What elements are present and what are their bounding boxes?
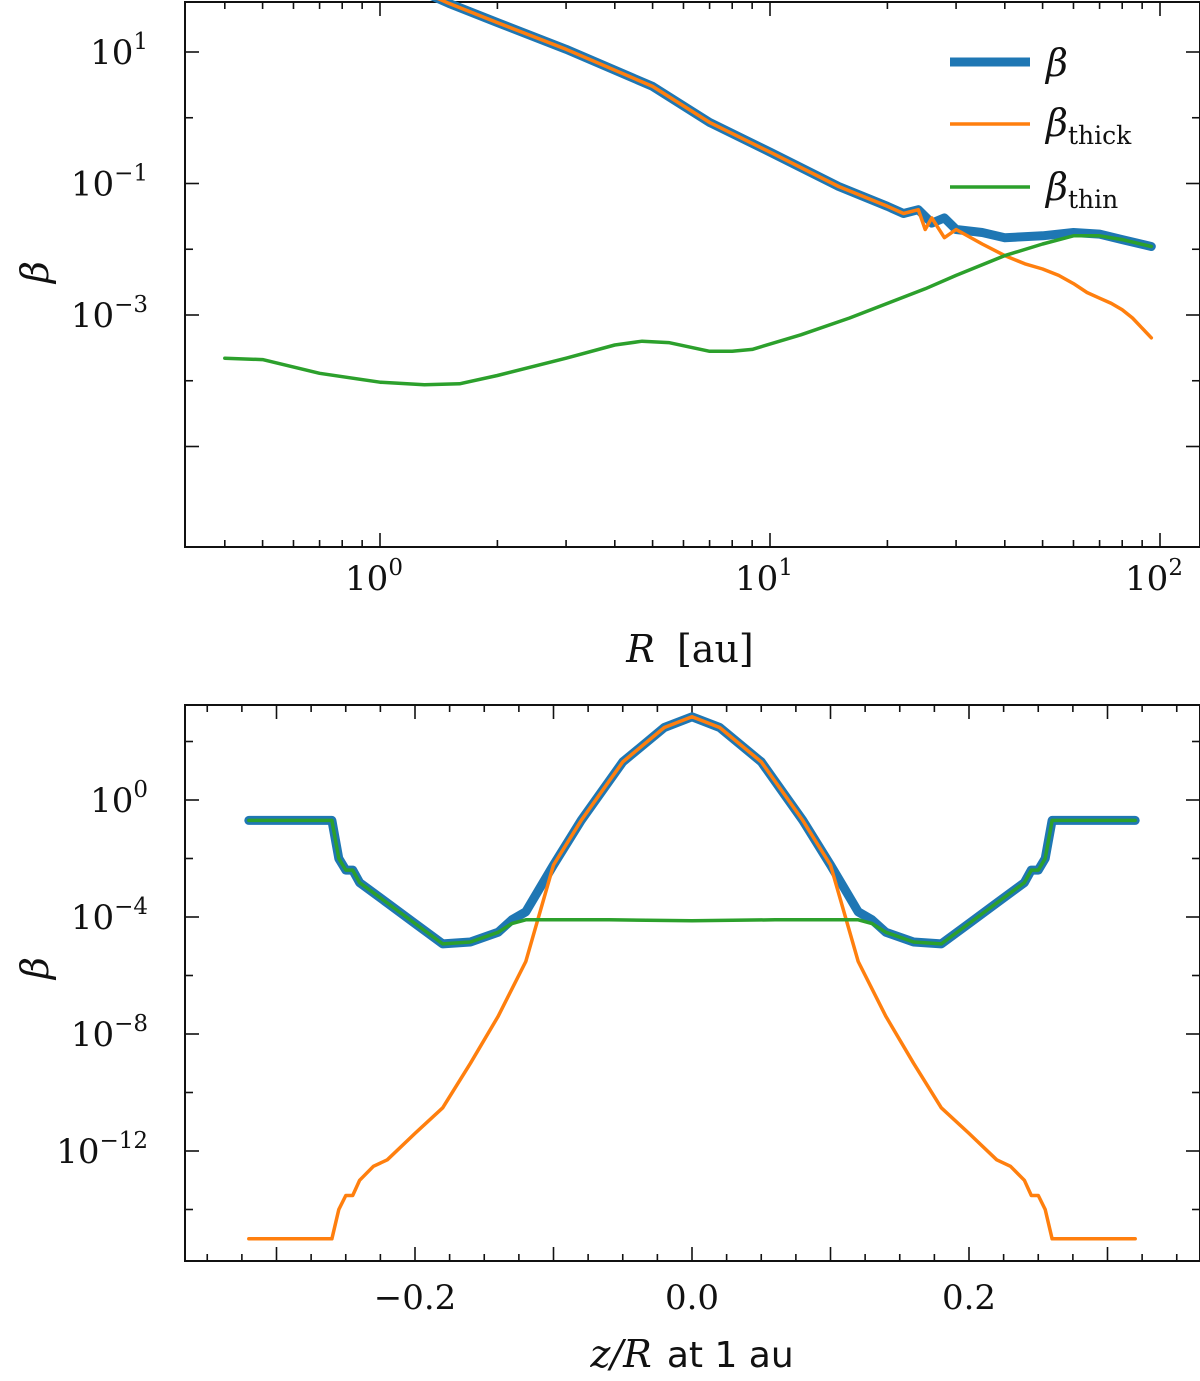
y-tick-label-top: 101	[90, 29, 148, 73]
y-tick-labels-top: 10310110−110−3	[71, 29, 148, 336]
series-line-beta-bottom	[244, 712, 1140, 949]
plot-frame-top	[184, 1, 1200, 548]
y-tick-label-top: 10−3	[71, 292, 148, 336]
x-tick-labels-top: 100 101 102	[345, 555, 1183, 599]
y-tick-label-bottom: 100	[90, 777, 148, 821]
y-tick-label-bottom: 10−4	[71, 894, 148, 938]
x-axis-label-top: R [au]	[625, 627, 754, 671]
y-tick-label-bottom: 10−12	[56, 1128, 148, 1172]
legend-label-beta-thin: βthin	[1044, 165, 1118, 214]
plot-frame-bottom	[184, 704, 1200, 1262]
legend: β βthick βthin	[950, 41, 1132, 214]
series-line-beta-thick-bottom	[247, 715, 1137, 1241]
x-tick-labels-bottom: −0.2 0.0 0.2	[374, 1278, 996, 1318]
x-tick-label-top: 101	[735, 555, 793, 599]
legend-label-beta: β	[1044, 41, 1068, 85]
x-tick-label-bottom: 0.2	[942, 1278, 996, 1318]
x-tick-label-bottom: −0.2	[374, 1278, 457, 1318]
series-line-beta-thin-top	[223, 234, 1154, 387]
y-tick-labels-bottom: 100 10−4 10−8 10−12	[56, 777, 148, 1172]
y-tick-label-top: 10−1	[71, 161, 148, 205]
x-axis-label-bottom: z/R at 1 au	[589, 1332, 793, 1376]
series-lines-bottom	[244, 712, 1140, 1241]
tick-marks-top	[185, 2, 1200, 547]
x-tick-label-bottom: 0.0	[665, 1278, 719, 1318]
tick-marks-bottom	[185, 705, 1200, 1261]
x-tick-label-top: 102	[1125, 555, 1183, 599]
series-line-beta-thin-bottom	[247, 818, 1137, 946]
x-tick-label-top: 100	[345, 555, 403, 599]
y-axis-label-bottom: β	[13, 957, 57, 981]
series-lines-top	[223, 0, 1156, 387]
series-line-beta-thick-top	[436, 0, 1154, 340]
legend-label-beta-thick: βthick	[1044, 101, 1132, 150]
y-axis-label-top: β	[13, 261, 57, 285]
y-tick-label-bottom: 10−8	[71, 1011, 148, 1055]
